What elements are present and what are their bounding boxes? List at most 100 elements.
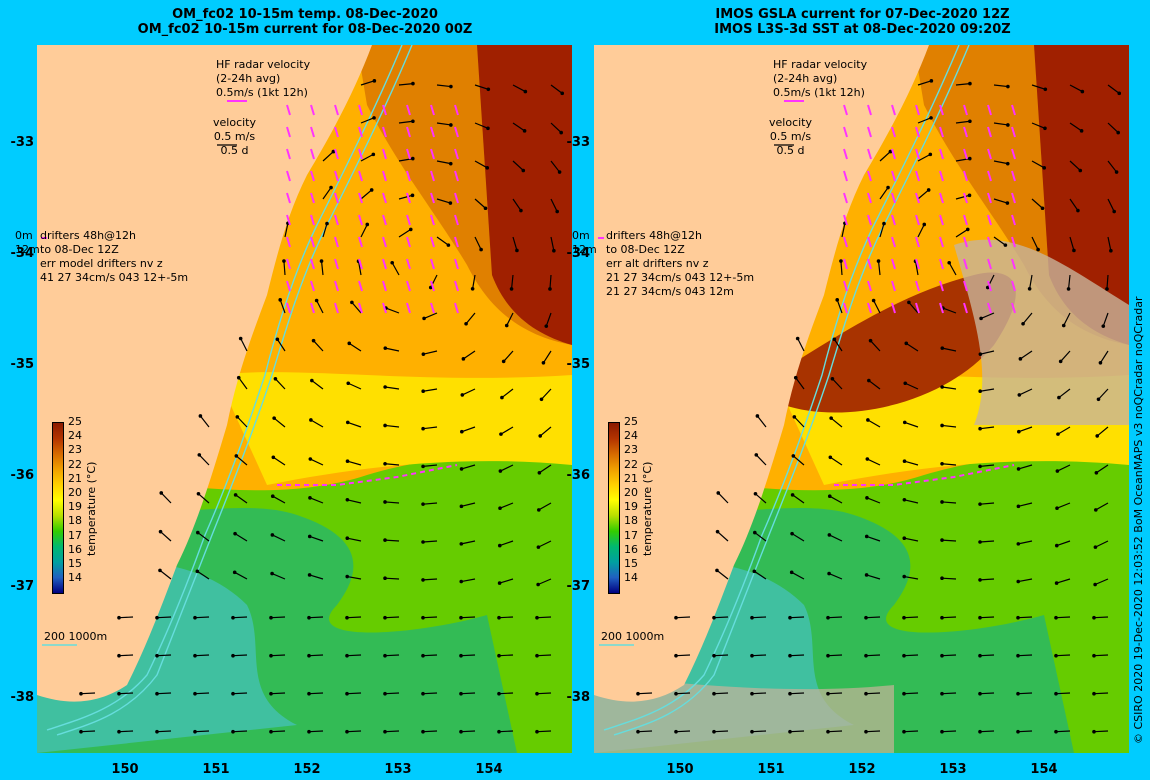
velocity-arrow xyxy=(462,388,476,396)
velocity-arrow xyxy=(436,84,451,88)
velocity-arrow xyxy=(284,223,289,238)
velocity-arrow-head xyxy=(1094,470,1099,475)
velocity-arrow-head xyxy=(346,381,351,386)
drifter-depth-line: 12m xyxy=(572,243,597,256)
hf-radar-arrow xyxy=(843,170,848,182)
hf-radar-arrow xyxy=(286,280,291,292)
velocity-arrow-head xyxy=(271,455,276,460)
velocity-arrow xyxy=(1056,502,1071,509)
velocity-arrow-head xyxy=(515,248,519,253)
velocity-arrow-head xyxy=(715,529,720,534)
hf-radar-arrow xyxy=(1011,214,1016,226)
velocity-arrow-head xyxy=(795,336,800,341)
velocity-arrow xyxy=(904,575,919,580)
velocity-arrow xyxy=(980,312,995,319)
velocity-arrow-head xyxy=(421,389,425,394)
velocity-arrow-head xyxy=(459,615,463,620)
velocity-arrow-head xyxy=(1016,691,1020,696)
velocity-arrow-head xyxy=(1094,508,1098,512)
velocity-arrow-head xyxy=(535,653,539,658)
velocity-arrow-head xyxy=(827,533,832,537)
hf-radar-arrow xyxy=(963,280,968,292)
velocity-arrow-head xyxy=(1021,321,1025,326)
hf-radar-arrow xyxy=(891,192,896,204)
velocity-arrow xyxy=(536,692,552,695)
velocity-arrow xyxy=(512,84,526,93)
velocity-arrow-head xyxy=(369,188,374,192)
hf-radar-arrow xyxy=(406,258,411,270)
velocity-arrow xyxy=(1031,160,1045,169)
hf-radar-arrow xyxy=(843,192,848,204)
velocity-arrow-head xyxy=(459,729,463,734)
velocity-arrow-head xyxy=(541,360,546,365)
velocity-arrow-head xyxy=(978,729,982,734)
velocity-arrow-head xyxy=(548,287,552,291)
velocity-arrow-head xyxy=(1096,397,1101,402)
velocity-arrow-head xyxy=(1054,653,1058,658)
velocity-arrow xyxy=(795,377,805,390)
hf-radar-arrow xyxy=(310,170,315,182)
drifter-legend-line: to 08-Dec 12Z xyxy=(40,243,119,256)
velocity-arrow-head xyxy=(902,574,907,579)
hf-radar-arrow xyxy=(430,258,435,270)
hf-radar-arrow xyxy=(406,104,411,116)
velocity-arrow-head xyxy=(311,338,316,343)
velocity-arrow-head xyxy=(521,168,526,173)
y-tick-label: -34 xyxy=(566,246,591,261)
velocity-arrow-head xyxy=(754,453,759,457)
velocity-arrow xyxy=(955,158,970,162)
velocity-arrow-head xyxy=(1017,393,1022,397)
hf-radar-arrow xyxy=(1011,126,1016,138)
velocity-arrow-head xyxy=(753,530,757,535)
velocity-arrow xyxy=(423,350,438,355)
velocity-arrow xyxy=(159,569,172,580)
velocity-arrow xyxy=(870,340,881,352)
velocity-arrow-head xyxy=(319,259,324,263)
velocity-arrow-head xyxy=(538,434,543,438)
velocity-arrow xyxy=(827,730,843,733)
velocity-arrow-head xyxy=(827,494,832,499)
colorbar-tick-label: 24 xyxy=(68,429,82,443)
hf-radar-arrow xyxy=(1011,170,1016,182)
hf-radar-arrow xyxy=(382,280,387,292)
velocity-arrow xyxy=(1017,692,1033,695)
drifter-legend-line: err alt drifters nv z xyxy=(606,257,709,270)
velocity-arrow-head xyxy=(864,653,868,658)
hf-radar-arrow xyxy=(406,126,411,138)
velocity-arrow-head xyxy=(345,497,350,502)
velocity-arrow xyxy=(1031,236,1039,250)
velocity-arrow xyxy=(198,454,210,466)
velocity-arrow-head xyxy=(965,227,970,232)
velocity-arrow xyxy=(833,338,843,352)
panel2-map xyxy=(594,45,1129,753)
x-tick-label: 151 xyxy=(757,762,785,777)
panel2-drifter-legend: drifters 48h@12h to 08-Dec 12Z err alt d… xyxy=(606,229,754,299)
velocity-arrow xyxy=(716,569,729,580)
contour-1000m xyxy=(603,45,960,731)
velocity-arrow xyxy=(904,499,919,504)
velocity-arrow-head xyxy=(365,222,370,227)
hf-radar-arrow xyxy=(334,302,339,314)
velocity-arrow xyxy=(903,692,919,695)
velocity-arrow xyxy=(360,189,373,200)
velocity-arrow-head xyxy=(789,570,794,575)
velocity-arrow xyxy=(1056,540,1071,547)
velocity-arrow-head xyxy=(459,579,464,584)
velocity-arrow-head xyxy=(231,729,235,734)
velocity-arrow-head xyxy=(902,729,906,734)
velocity-arrow xyxy=(1031,122,1046,129)
hf-radar-arrow xyxy=(454,280,459,292)
hf-radar-arrow xyxy=(286,148,291,160)
velocity-arrow xyxy=(827,616,843,619)
velocity-arrow xyxy=(422,540,438,543)
hf-radar-arrow xyxy=(987,302,992,314)
panel2-hf-legend: HF radar velocity (2-24h avg) 0.5m/s (1k… xyxy=(773,58,867,100)
panel1-hf-legend: HF radar velocity (2-24h avg) 0.5m/s (1k… xyxy=(216,58,310,100)
velocity-arrow xyxy=(160,492,172,504)
velocity-arrow-head xyxy=(1018,357,1023,361)
velocity-arrow-head xyxy=(411,81,415,86)
hf-radar-arrow xyxy=(454,214,459,226)
velocity-arrow-head xyxy=(345,653,349,658)
velocity-arrow-head xyxy=(461,357,466,361)
velocity-arrow-head xyxy=(537,470,542,475)
